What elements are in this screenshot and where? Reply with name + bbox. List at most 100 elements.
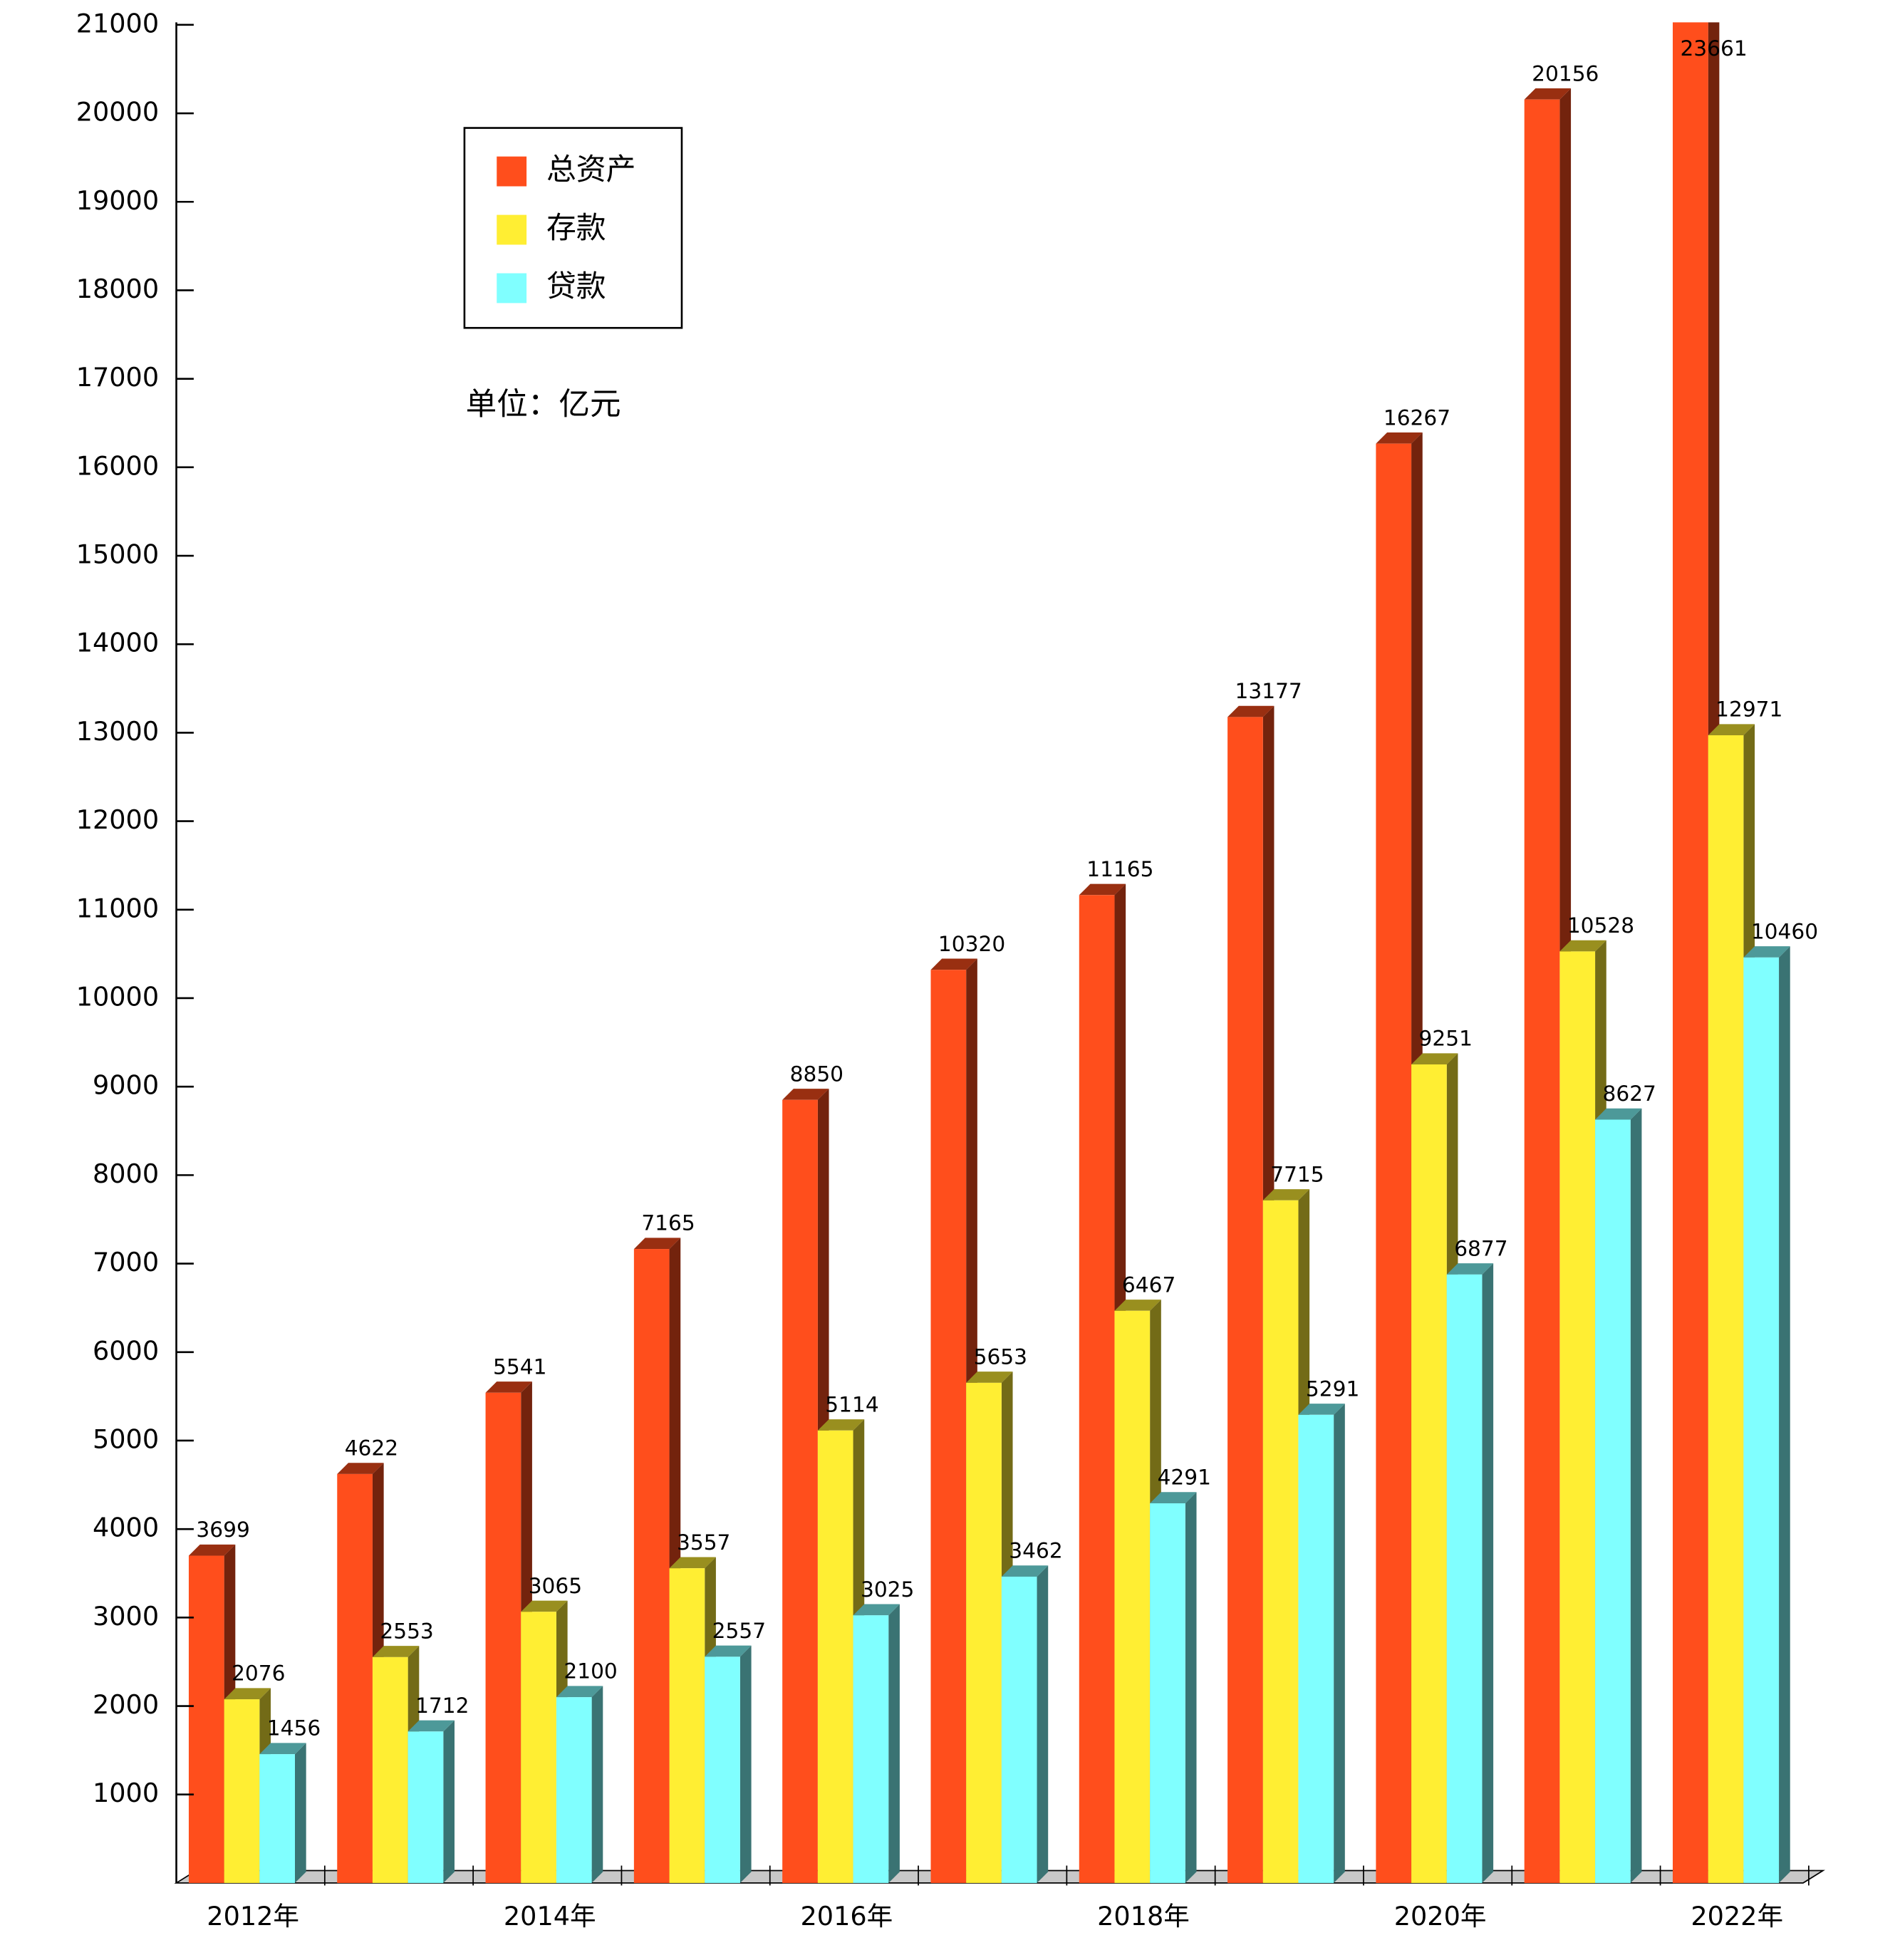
bar [1524, 99, 1560, 1883]
bar [521, 1612, 556, 1883]
bar [705, 1656, 740, 1883]
value-label: 5653 [974, 1344, 1027, 1369]
y-tick-label: 18000 [76, 274, 159, 304]
value-label: 6877 [1454, 1235, 1507, 1260]
legend-label: 存款 [546, 210, 606, 245]
bar [1708, 735, 1744, 1883]
bar-top [188, 1544, 236, 1556]
x-tick-label: 2018年 [1097, 1901, 1190, 1932]
bar-top [1559, 940, 1606, 952]
y-tick-label: 5000 [93, 1424, 159, 1454]
value-label: 8627 [1603, 1081, 1656, 1106]
bar-top [1150, 1492, 1197, 1504]
y-tick-label: 8000 [93, 1158, 159, 1189]
value-label: 11165 [1086, 856, 1153, 881]
bar-side [1630, 1108, 1642, 1883]
bar [1673, 22, 1708, 1883]
value-label: 3557 [677, 1530, 730, 1555]
bar [1227, 717, 1263, 1883]
bar [556, 1697, 592, 1883]
bar-side [739, 1645, 752, 1883]
legend-swatch [497, 156, 527, 187]
y-tick-label: 17000 [76, 362, 159, 393]
value-label: 10528 [1567, 913, 1634, 938]
bar-side [1482, 1263, 1494, 1883]
bar-top [966, 1372, 1013, 1383]
bar-top [782, 1089, 829, 1100]
y-tick-label: 21000 [76, 8, 159, 38]
bar-side [1779, 946, 1790, 1883]
value-label: 5291 [1306, 1376, 1359, 1401]
x-tick-label: 2014年 [504, 1901, 596, 1932]
y-tick-label: 1000 [93, 1778, 159, 1808]
bar-top [705, 1645, 752, 1657]
y-tick-label: 9000 [93, 1070, 159, 1101]
legend-label: 总资产 [546, 152, 635, 187]
bar [1595, 1119, 1631, 1883]
value-label: 2557 [712, 1618, 766, 1643]
bar [633, 1249, 670, 1883]
bar-side [591, 1686, 603, 1883]
bar [337, 1473, 373, 1883]
unit-note: 单位：亿元 [466, 387, 621, 422]
y-tick-label: 7000 [93, 1247, 159, 1277]
bar-top [1298, 1404, 1345, 1415]
y-tick-label: 10000 [76, 981, 159, 1012]
x-tick-label: 2020年 [1394, 1901, 1487, 1932]
y-tick-label: 3000 [93, 1601, 159, 1632]
value-label: 4291 [1158, 1465, 1211, 1490]
bar-top [407, 1720, 455, 1732]
bars [188, 22, 1790, 1883]
bar [1298, 1414, 1334, 1883]
bar [372, 1656, 408, 1883]
legend-swatch [497, 214, 527, 245]
value-label: 23661 [1680, 36, 1747, 61]
bar [1079, 895, 1115, 1883]
bar [1411, 1064, 1447, 1883]
value-label: 3699 [196, 1517, 249, 1542]
bar-side [888, 1604, 900, 1883]
bar-top [633, 1238, 681, 1250]
value-label: 5541 [493, 1354, 546, 1379]
bar-top [853, 1604, 900, 1616]
y-tick-label: 11000 [76, 893, 159, 923]
bar [1376, 443, 1412, 1883]
bar [1150, 1503, 1185, 1883]
value-label: 10320 [938, 931, 1005, 956]
value-label: 3462 [1009, 1538, 1062, 1563]
y-tick-label: 15000 [76, 539, 159, 570]
value-label: 10460 [1751, 918, 1818, 943]
bar-top [521, 1600, 568, 1612]
bar-top [1595, 1108, 1642, 1120]
bar-top [1446, 1263, 1494, 1275]
bar-top [1227, 705, 1275, 717]
bar-top [556, 1686, 603, 1698]
legend-swatch [497, 273, 527, 304]
bar-top [337, 1463, 384, 1474]
bar [853, 1615, 889, 1883]
bar [1114, 1310, 1151, 1883]
bar-top [1411, 1053, 1458, 1065]
bar [485, 1392, 521, 1883]
legend-label: 贷款 [546, 269, 606, 304]
bar-top [372, 1646, 420, 1657]
bar-top [224, 1688, 271, 1700]
y-tick-label: 2000 [93, 1689, 159, 1720]
y-tick-label: 19000 [76, 185, 159, 216]
bar [1262, 1200, 1299, 1883]
bar-top [1114, 1300, 1161, 1311]
value-label: 2553 [380, 1618, 433, 1643]
x-tick-label: 2016年 [801, 1901, 893, 1932]
bar-top [1262, 1189, 1310, 1201]
bar [259, 1754, 295, 1883]
bar-top [669, 1557, 716, 1569]
value-label: 3025 [861, 1577, 914, 1602]
bar [224, 1699, 260, 1883]
value-label: 2100 [564, 1659, 617, 1684]
bar-top [259, 1743, 306, 1755]
value-label: 4622 [345, 1436, 398, 1461]
value-label: 6467 [1122, 1272, 1175, 1297]
bar-top [1708, 724, 1755, 736]
bar-top [817, 1419, 865, 1431]
y-tick-label: 6000 [93, 1335, 159, 1366]
